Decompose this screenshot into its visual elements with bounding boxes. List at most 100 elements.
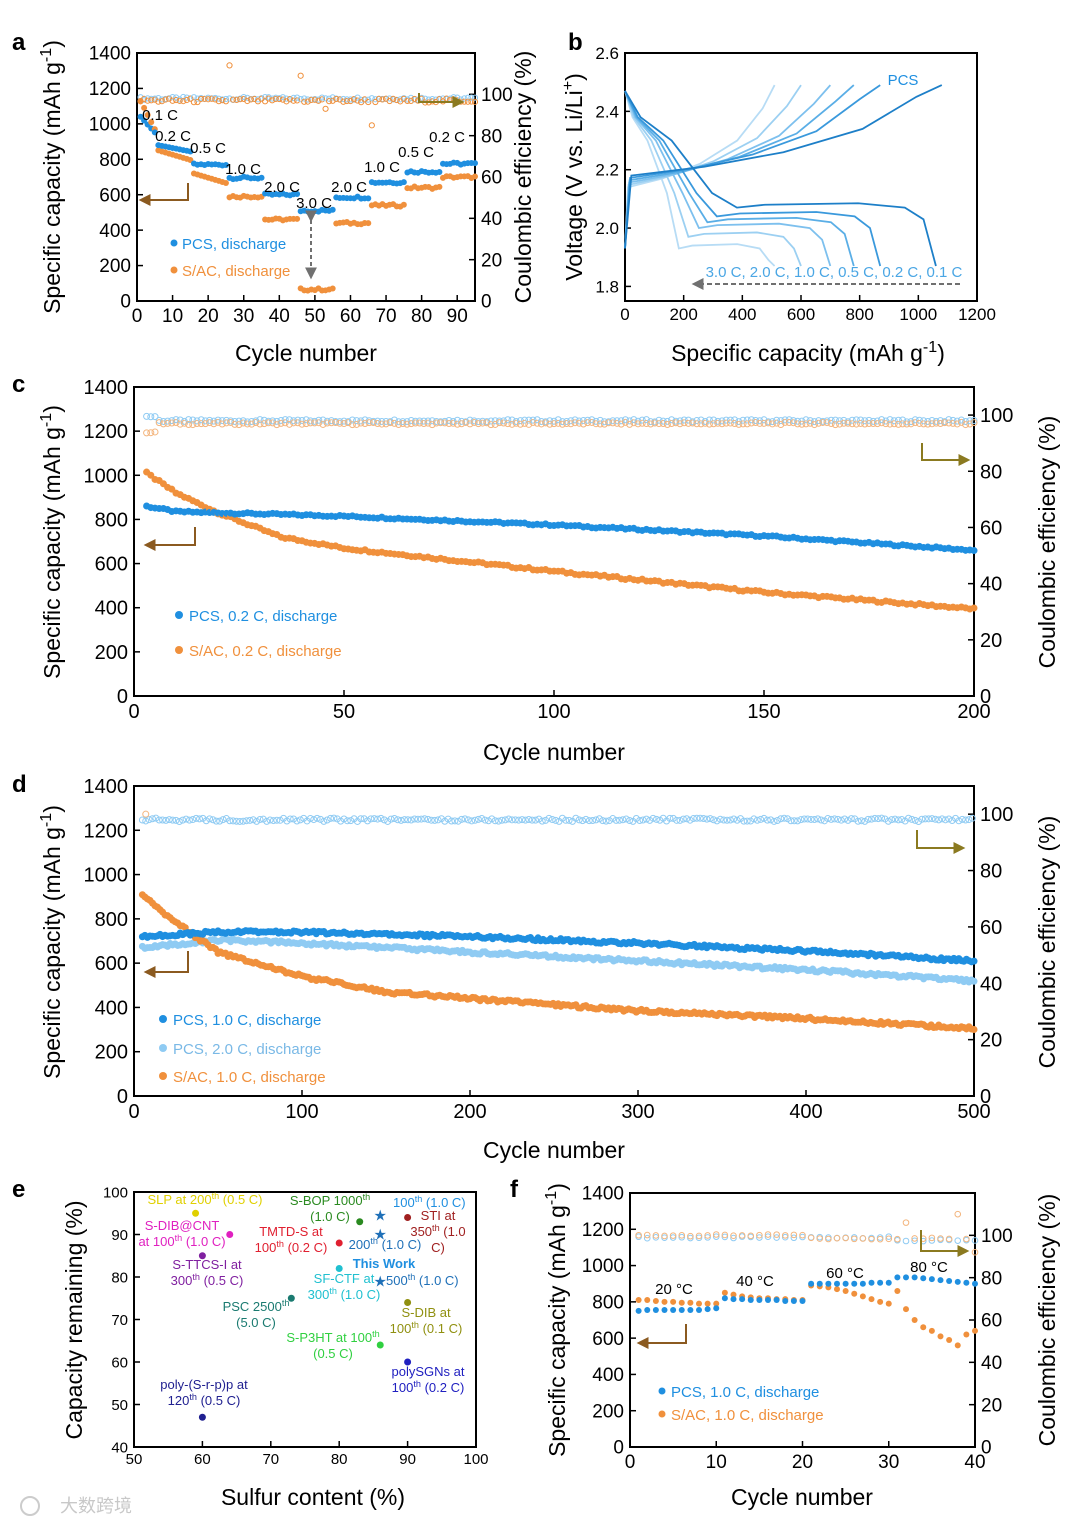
this-work-label: 200th (1.0 C) [349, 1236, 422, 1252]
panel-c: 0 50 100 150 2000200400600800100012001400020… [84, 377, 1014, 723]
pcs-discharge-point [721, 1295, 728, 1302]
ce-pcs-point [673, 816, 681, 824]
ce-sac-point [333, 95, 340, 103]
ce-pcs-point [387, 815, 395, 823]
ce-pcs-point [236, 817, 244, 825]
ce-sac-point [176, 97, 183, 104]
ce-pcs-point [169, 816, 177, 824]
discharge-curve-02C [624, 90, 882, 267]
ce-pcs-point [562, 816, 570, 824]
y2-tick-label: 100 [981, 1226, 1013, 1247]
ce-sac-point [704, 1232, 711, 1239]
pcs-discharge-point [877, 1279, 884, 1286]
ce-pcs-point [484, 817, 492, 825]
x-tick-label: 70 [375, 306, 396, 327]
ce-sac-point [777, 421, 785, 429]
ce-pcs-point [185, 416, 193, 424]
y-tick-label: 600 [95, 953, 128, 975]
ce-pcs-point [726, 416, 734, 424]
ce-pcs-point [386, 95, 393, 102]
series-0-point [970, 957, 978, 965]
this-work-star-icon: ★ [374, 1273, 387, 1290]
legend-sac-marker [170, 266, 178, 274]
ce-pcs-point [854, 817, 862, 825]
ce-pcs-point [768, 418, 776, 426]
ce-pcs-point [659, 417, 667, 425]
ce-sac-point [487, 421, 495, 429]
ce-pcs-point [279, 94, 286, 101]
this-work-title: This Work [353, 1256, 416, 1271]
comparison-label: 300th (0.5 C) [171, 1272, 244, 1288]
ce-pcs-point [669, 814, 677, 822]
ce-pcs-point [731, 416, 739, 424]
ce-pcs-point [582, 815, 590, 823]
ce-sac-point [743, 420, 751, 428]
panel-letter-e: e [12, 1176, 25, 1203]
ce-pcs-point [632, 815, 640, 823]
ce-pcs-point [596, 416, 604, 424]
ce-pcs-point [168, 417, 176, 425]
ce-pcs-point [209, 816, 217, 824]
ce-pcs-point [617, 417, 625, 425]
ce-pcs-point [151, 413, 159, 421]
ce-pcs-point [773, 416, 781, 424]
sac-discharge-point [903, 1306, 909, 1313]
y-tick-label: 1.8 [595, 277, 619, 296]
ce-pcs-point [965, 816, 973, 824]
y-tick-label: 200 [95, 1042, 128, 1064]
ce-pcs-point [958, 815, 966, 823]
comparison-label: polySGNs at [392, 1364, 465, 1379]
y2-axis-title: Coulombic efficiency (%) [1034, 416, 1060, 669]
y-tick-label: 600 [592, 1329, 624, 1350]
x-tick-label: 0 [625, 1452, 636, 1473]
pcs-discharge-point [294, 190, 301, 197]
ce-pcs-point [400, 816, 408, 824]
ce-sac-point [945, 1235, 953, 1243]
ce-sac-point [859, 1235, 867, 1242]
ce-pcs-point [244, 94, 251, 101]
ce-pcs-point [365, 96, 372, 103]
comparison-label: (5.0 C) [236, 1315, 276, 1330]
ce-pcs-point [790, 817, 798, 825]
y-tick-label: 600 [95, 554, 128, 576]
ce-sac-point [963, 1235, 970, 1243]
ce-pcs-point [487, 417, 495, 425]
pcs-discharge-point [187, 148, 194, 155]
ce-sac-point [831, 421, 839, 429]
ce-sac-point [227, 418, 235, 426]
temperature-label: 80 °C [910, 1259, 948, 1276]
ce-pcs-point [226, 817, 234, 825]
x-tick-label: 400 [728, 305, 756, 324]
ce-pcs-point [616, 816, 624, 824]
ce-pcs-point [652, 815, 660, 823]
ce-pcs-point [424, 815, 432, 823]
sac-discharge-point [147, 471, 155, 479]
ce-pcs-point [824, 815, 832, 823]
ce-pcs-point [844, 816, 852, 824]
ce-pcs-point [920, 417, 928, 425]
ce-pcs-point [189, 416, 197, 424]
ce-pcs-point [834, 815, 842, 823]
x-axis-title: Cycle number [235, 340, 377, 366]
ce-pcs-point [424, 417, 432, 425]
discharge-curve-10C [624, 90, 832, 267]
ce-pcs-point [704, 1234, 711, 1241]
ce-pcs-point [706, 815, 714, 823]
ce-pcs-point [479, 417, 487, 425]
ce-sac-point [799, 1231, 806, 1239]
ce-pcs-point [448, 817, 456, 825]
ce-pcs-point [368, 95, 375, 102]
ce-sac-point [899, 420, 907, 428]
legend-sac-marker [175, 646, 183, 654]
ce-pcs-point [528, 816, 536, 824]
ce-pcs-point [700, 815, 708, 823]
ce-pcs-point [891, 815, 899, 823]
y-tick-label: 100 [103, 1184, 128, 1201]
ce-sac-point [764, 1231, 772, 1238]
ce-pcs-point [871, 814, 879, 822]
sac-discharge-point [970, 604, 978, 612]
ce-pcs-point [941, 816, 949, 824]
ce-sac-point [206, 419, 214, 427]
pcs-discharge-point [834, 1280, 840, 1287]
ce-pcs-point [276, 816, 284, 824]
